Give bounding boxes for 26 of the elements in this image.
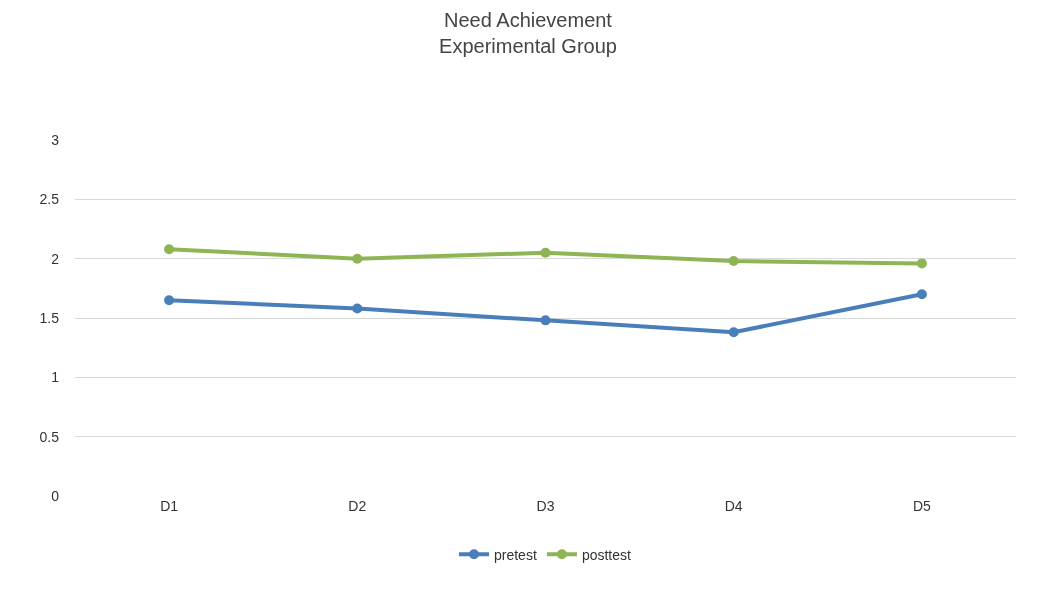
chart-title: Need Achievement: [444, 9, 613, 32]
point: [728, 327, 739, 338]
point: [164, 295, 175, 306]
point: [352, 303, 363, 314]
point: [728, 256, 739, 267]
y-tick-label: 0.5: [39, 428, 60, 445]
x-tick-label: D1: [160, 498, 179, 514]
y-tick-label: 1.5: [39, 309, 60, 326]
legend-label: pretest: [494, 546, 537, 563]
legend-label: posttest: [581, 546, 632, 563]
y-tick-label: 1: [51, 369, 60, 386]
y-tick-label: 0: [51, 487, 60, 504]
x-tick-label: D3: [536, 498, 555, 514]
point: [164, 244, 175, 255]
chart-subtitle: Experimental Group: [439, 35, 617, 58]
x-tick-label: D2: [348, 498, 367, 514]
y-tick-label: 2: [51, 250, 60, 267]
point: [352, 253, 363, 264]
y-tick-label: 2.5: [39, 191, 60, 208]
point: [916, 258, 927, 269]
point: [916, 289, 927, 300]
x-tick-label: D5: [912, 498, 932, 514]
point: [540, 315, 551, 326]
point: [540, 247, 551, 258]
x-tick-label: D4: [724, 498, 743, 514]
y-tick-label: 3: [51, 131, 60, 148]
